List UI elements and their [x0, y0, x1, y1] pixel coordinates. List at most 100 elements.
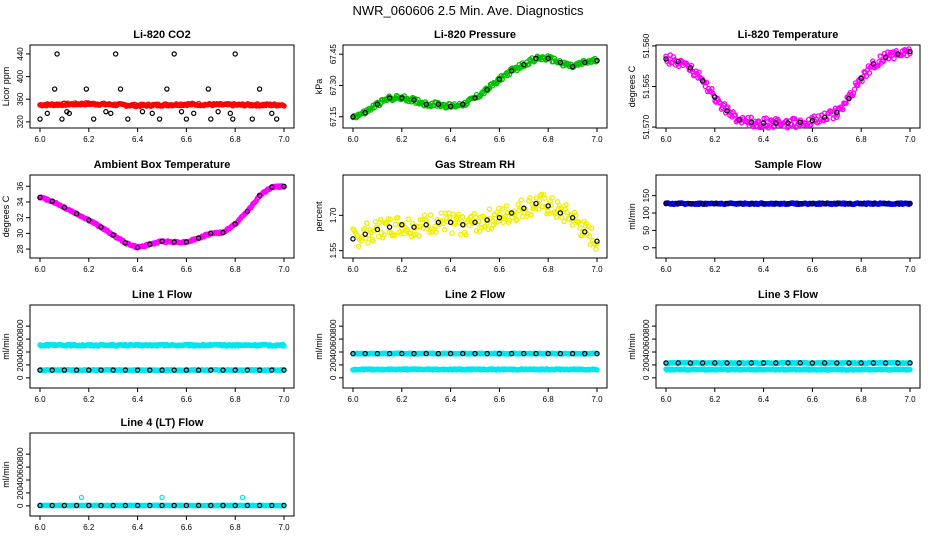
data-point: [122, 367, 129, 373]
y-tick-label: 51.570: [642, 114, 651, 139]
data-point: [721, 101, 728, 107]
data-point: [496, 350, 503, 357]
data-point: [447, 103, 454, 110]
x-tick-label: 6.6: [494, 395, 506, 404]
data-point: [736, 200, 742, 207]
data-point: [435, 350, 442, 357]
plot-frame: [29, 304, 295, 389]
x-tick-label: 6.0: [34, 523, 46, 532]
x-tick-label: 6.8: [543, 135, 555, 144]
data-point: [208, 230, 214, 237]
y-tick-label: 800: [642, 319, 651, 333]
data-point: [527, 195, 533, 201]
x-tick-label: 7.0: [591, 395, 603, 404]
x-tick-label: 6.4: [445, 265, 457, 274]
data-point: [183, 367, 190, 373]
data-point: [171, 51, 177, 57]
data-point: [49, 198, 55, 204]
plot-frame: [655, 304, 921, 389]
x-tick-label: 6.8: [543, 395, 555, 404]
data-point: [846, 200, 852, 207]
data-point: [855, 82, 861, 89]
data-point: [760, 120, 767, 126]
panel-line1: Line 1 Flow ml/min 6.0 6.2 6.4 6.6 6.8 7.0 0 2004…: [1, 289, 295, 404]
x-tick-label: 6.6: [181, 135, 193, 144]
data-point: [432, 223, 438, 230]
data-point: [380, 235, 386, 241]
x-axis: 6.0 6.2 6.4 6.6 6.8 7.0: [347, 258, 603, 274]
data-point: [108, 110, 114, 117]
data-point: [524, 211, 531, 217]
y-tick-label: 440: [16, 47, 25, 61]
data-point: [712, 200, 718, 207]
x-tick-label: 7.0: [278, 135, 290, 144]
data-point: [49, 502, 55, 509]
data-point: [748, 114, 754, 121]
y-tick-label: 200: [329, 358, 338, 372]
data-point: [484, 220, 491, 226]
plot-frame: [29, 174, 295, 259]
data-point: [594, 350, 600, 357]
x-tick-label: 6.2: [83, 135, 95, 144]
data-point: [269, 184, 275, 190]
data-point: [134, 244, 141, 251]
y-tick-label: 360: [16, 92, 25, 106]
data-point: [61, 367, 68, 373]
y-tick-label: 400: [16, 69, 25, 83]
data-point: [570, 217, 577, 224]
x-tick-label: 6.2: [709, 395, 721, 404]
y-axis-label: ml/min: [627, 203, 637, 230]
data-point: [508, 350, 515, 357]
data-point: [808, 121, 814, 128]
y-tick-label: 51.560: [642, 33, 651, 58]
data-point: [472, 95, 478, 101]
data-point: [125, 116, 131, 122]
y-axis: 0 50 100 150: [642, 188, 656, 250]
panel-title: Line 4 (LT) Flow: [121, 417, 204, 429]
x-axis: 6.0 6.2 6.4 6.6 6.8 7.0: [347, 128, 603, 144]
data-point: [281, 103, 287, 109]
data-point: [37, 502, 43, 509]
data-point: [549, 194, 555, 201]
data-point: [78, 494, 85, 501]
series-cyan-lower: [663, 366, 913, 373]
x-tick-label: 6.6: [807, 135, 819, 144]
series-black-points: [663, 360, 913, 366]
data-point: [858, 360, 864, 366]
data-point: [709, 85, 715, 92]
data-point: [533, 200, 539, 207]
x-axis: 6.0 6.2 6.4 6.6 6.8 7.0: [34, 516, 290, 532]
data-point: [724, 200, 730, 207]
data-point: [423, 350, 429, 357]
page-title: NWR_060606 2.5 Min. Ave. Diagnostics: [353, 3, 584, 18]
data-point: [471, 210, 478, 217]
data-point: [428, 212, 434, 218]
data-point: [374, 350, 381, 357]
data-point: [372, 218, 379, 225]
data-point: [732, 112, 739, 118]
data-point: [528, 212, 534, 218]
x-tick-label: 6.8: [856, 135, 868, 144]
data-point: [110, 502, 116, 509]
data-point: [869, 58, 876, 64]
series-black-points: [350, 55, 600, 120]
y-tick-label: 400: [16, 345, 25, 359]
data-point: [433, 229, 439, 235]
data-point: [543, 203, 549, 210]
data-point: [447, 215, 453, 221]
data-point: [843, 100, 849, 107]
data-point: [521, 61, 527, 68]
data-point: [907, 48, 913, 55]
series-black-points: [350, 350, 600, 357]
x-axis: 6.0 6.2 6.4 6.6 6.8 7.0: [660, 388, 916, 404]
data-point: [450, 211, 456, 217]
y-tick-label: 0: [642, 375, 651, 380]
data-point: [557, 210, 564, 216]
data-point: [361, 225, 368, 232]
y-tick-label: 100: [642, 206, 651, 220]
data-point: [809, 117, 816, 124]
data-point: [840, 106, 846, 113]
data-point: [514, 216, 520, 223]
x-tick-label: 6.6: [181, 523, 193, 532]
